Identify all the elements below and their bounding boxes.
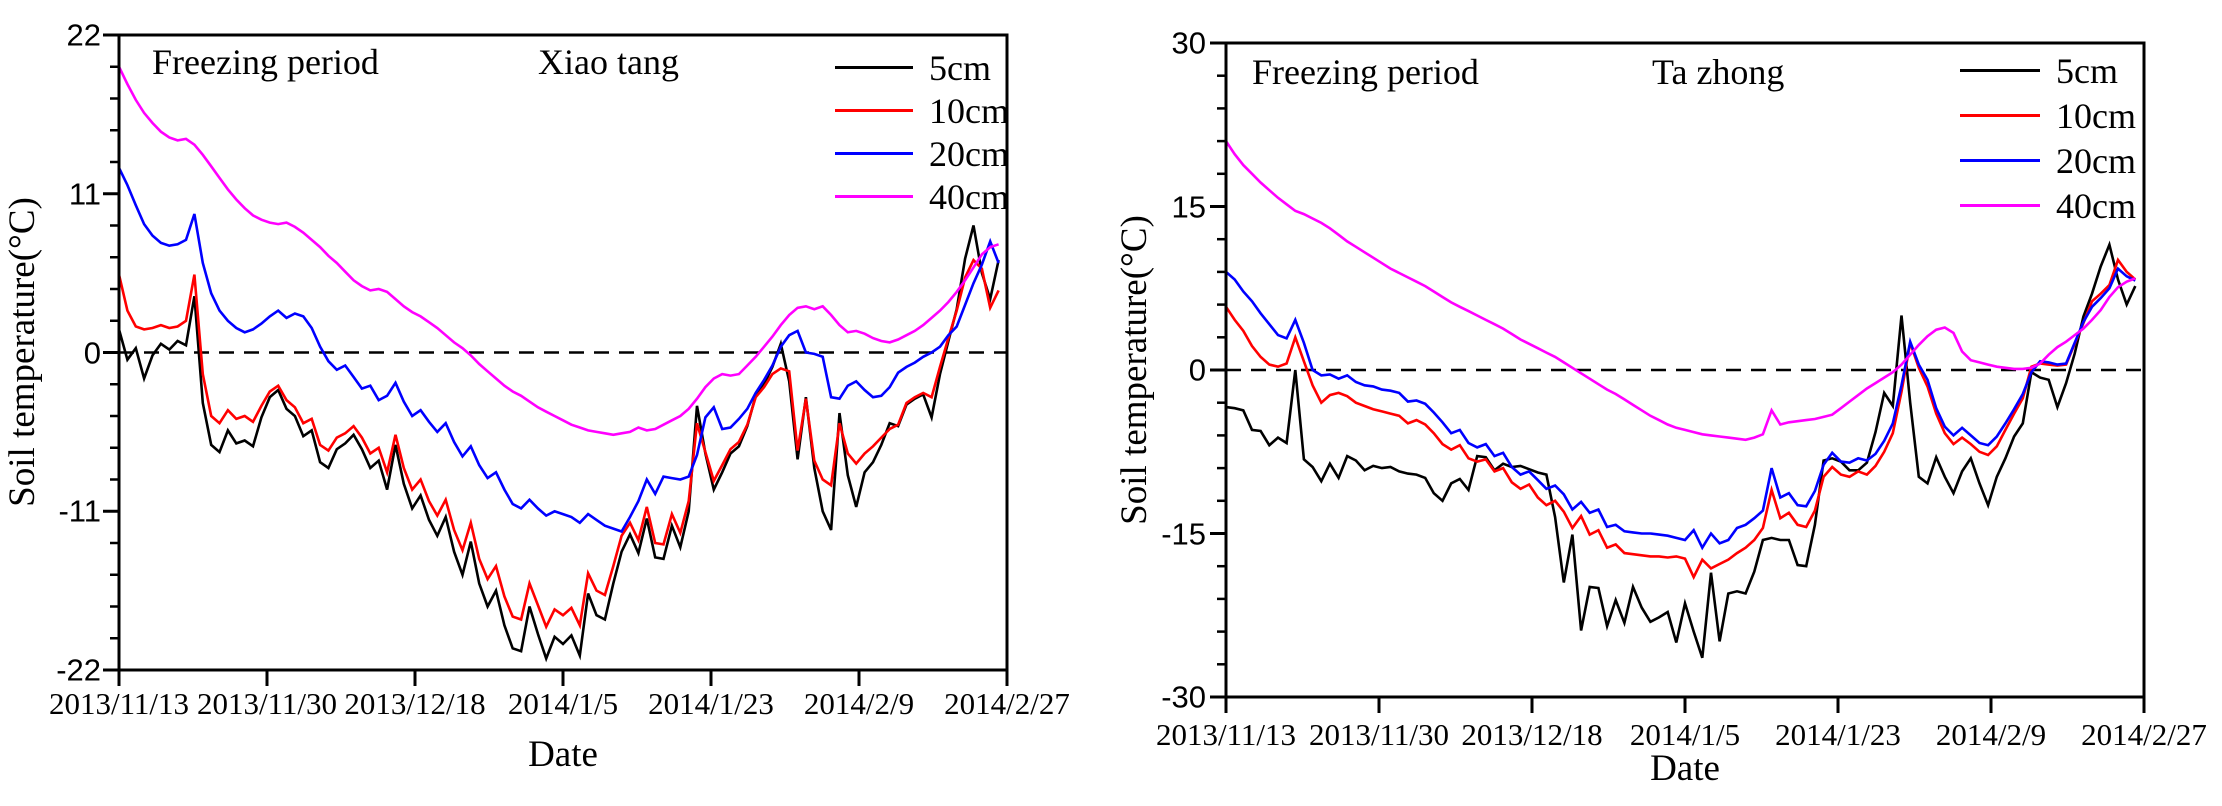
y-axis-ticks [103, 33, 119, 672]
legend-item-20cm: 20cm [835, 132, 1009, 175]
y-tick-label: 15 [1171, 189, 1206, 224]
site-label-xiao-tang: Xiao tang [538, 42, 679, 82]
y-tick-label: -11 [58, 493, 101, 529]
legend-label-10cm: 10cm [2056, 95, 2136, 136]
legend-item-40cm: 40cm [835, 175, 1009, 218]
y-axis-title: Soil temperature(°C) [2, 197, 43, 507]
y-axis-ticks [1210, 41, 1226, 699]
legend-label-5cm: 5cm [929, 47, 991, 88]
legend-line-40cm [1960, 204, 2040, 207]
x-tick-label: 2013/12/18 [1461, 717, 1603, 752]
x-tick-label: 2014/2/9 [1935, 717, 2047, 752]
legend-line-5cm [1960, 69, 2040, 72]
legend-left: 5cm 10cm 20cm 40cm [835, 46, 1009, 218]
series-20cm [117, 167, 1000, 534]
y-tick-label: 11 [68, 176, 101, 212]
series-10cm [117, 257, 1000, 630]
legend-label-5cm: 5cm [2056, 50, 2118, 91]
legend-item-20cm: 20cm [1960, 138, 2136, 183]
x-tick-label: 2013/11/30 [196, 686, 338, 721]
series-40cm [1224, 140, 2136, 442]
series-40cm [117, 66, 1000, 437]
xiao-tang-plot: Soil temperature(°C) [2, 33, 1009, 686]
freezing-period-label-right: Freezing period [1252, 52, 1479, 92]
x-tick-label: 2013/11/13 [1155, 717, 1297, 752]
x-tick-label: 2014/1/23 [1775, 717, 1901, 752]
x-tick-label: 2014/1/23 [648, 686, 774, 721]
legend-right: 5cm 10cm 20cm 40cm [1960, 48, 2136, 228]
y-tick-label: 0 [1188, 352, 1206, 388]
legend-label-20cm: 20cm [929, 133, 1009, 174]
x-tick-label: 2014/1/5 [1629, 717, 1741, 752]
legend-label-10cm: 10cm [929, 90, 1009, 131]
y-tick-label: 30 [1171, 25, 1206, 61]
legend-item-5cm: 5cm [1960, 48, 2136, 93]
x-tick-label: 2013/11/30 [1308, 717, 1450, 752]
series-5cm [1225, 240, 2137, 659]
legend-line-10cm [835, 109, 913, 112]
x-tick-label: 2013/11/13 [48, 686, 190, 721]
legend-item-40cm: 40cm [1960, 183, 2136, 228]
x-axis-title-left: Date [528, 734, 598, 775]
x-tick-label: 2014/2/27 [2081, 717, 2207, 752]
legend-line-20cm [1960, 159, 2040, 162]
legend-item-10cm: 10cm [835, 89, 1009, 132]
x-tick-label: 2013/12/18 [344, 686, 486, 721]
y-tick-label: -22 [56, 652, 101, 688]
series-20cm [1225, 266, 2136, 551]
legend-line-20cm [835, 152, 913, 155]
legend-line-40cm [835, 195, 913, 198]
ta-zhong-plot: Soil temperature(°C) [1114, 41, 2146, 713]
y-tick-label: -30 [1161, 679, 1206, 715]
y-tick-label: 22 [66, 17, 101, 53]
legend-label-20cm: 20cm [2056, 140, 2136, 181]
y-axis-title: Soil temperature(°C) [1114, 215, 1155, 525]
x-axis-ticks [117, 670, 1009, 686]
y-tick-label: -15 [1161, 516, 1206, 551]
legend-item-5cm: 5cm [835, 46, 1009, 89]
x-axis-ticks [1224, 697, 2146, 713]
series-5cm [117, 225, 1000, 663]
site-label-ta-zhong: Ta zhong [1652, 52, 1785, 92]
legend-item-10cm: 10cm [1960, 93, 2136, 138]
legend-label-40cm: 40cm [2056, 185, 2136, 226]
x-tick-label: 2014/1/5 [507, 686, 619, 721]
legend-label-40cm: 40cm [929, 176, 1009, 217]
x-axis-title-right: Date [1650, 748, 1720, 789]
series-10cm [1224, 257, 2137, 581]
x-tick-label: 2014/2/27 [944, 686, 1070, 721]
y-tick-label: 0 [83, 335, 101, 370]
legend-line-10cm [1960, 114, 2040, 117]
freezing-period-label-left: Freezing period [152, 42, 379, 82]
legend-line-5cm [835, 66, 913, 69]
x-tick-label: 2014/2/9 [803, 686, 915, 721]
